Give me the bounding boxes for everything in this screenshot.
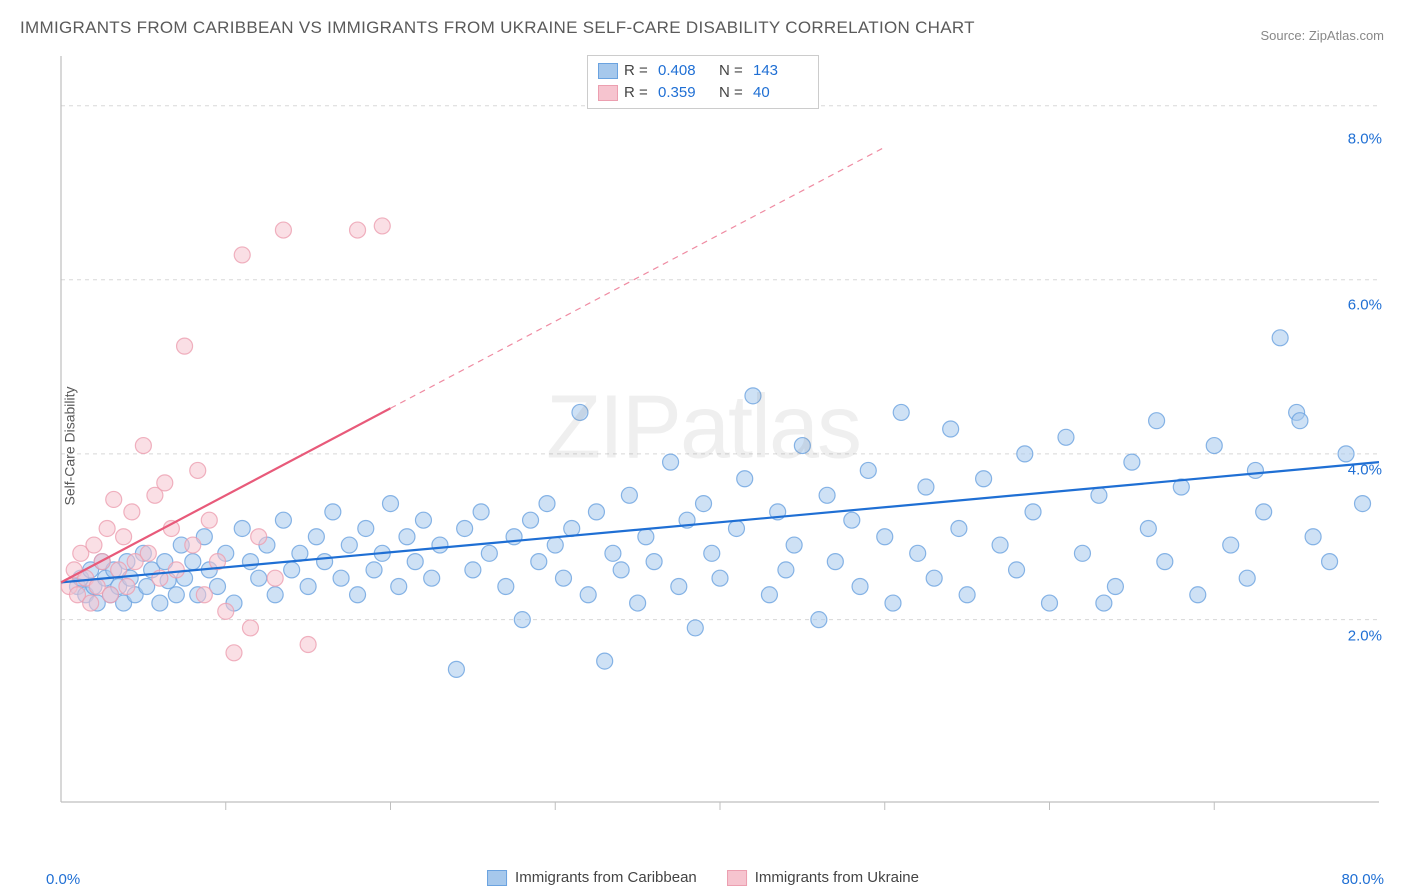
y-axis-label: Self-Care Disability (62, 386, 78, 505)
legend-row-caribbean: R = 0.408 N = 143 (598, 60, 808, 82)
swatch-caribbean (598, 63, 618, 79)
y-tick-label: 6.0% (1348, 296, 1382, 313)
y-tick-label: 8.0% (1348, 130, 1382, 147)
chart-title: IMMIGRANTS FROM CARIBBEAN VS IMMIGRANTS … (20, 18, 975, 38)
y-tick-label: 2.0% (1348, 628, 1382, 645)
x-axis-max-label: 80.0% (1341, 871, 1384, 888)
correlation-legend: R = 0.408 N = 143 R = 0.359 N = 40 (587, 55, 819, 109)
y-tick-label: 4.0% (1348, 462, 1382, 479)
swatch-ukraine (598, 85, 618, 101)
x-axis-min-label: 0.0% (46, 871, 80, 888)
swatch-ukraine (727, 870, 747, 886)
source-label: Source: ZipAtlas.com (1260, 28, 1384, 43)
legend-item-ukraine: Immigrants from Ukraine (727, 869, 919, 886)
legend-label: Immigrants from Ukraine (755, 869, 919, 886)
legend-label: Immigrants from Caribbean (515, 869, 697, 886)
plot-area (55, 50, 1385, 840)
legend-item-caribbean: Immigrants from Caribbean (487, 869, 697, 886)
legend-row-ukraine: R = 0.359 N = 40 (598, 82, 808, 104)
scatter-chart (55, 50, 1385, 840)
swatch-caribbean (487, 870, 507, 886)
series-legend: Immigrants from Caribbean Immigrants fro… (487, 869, 919, 886)
